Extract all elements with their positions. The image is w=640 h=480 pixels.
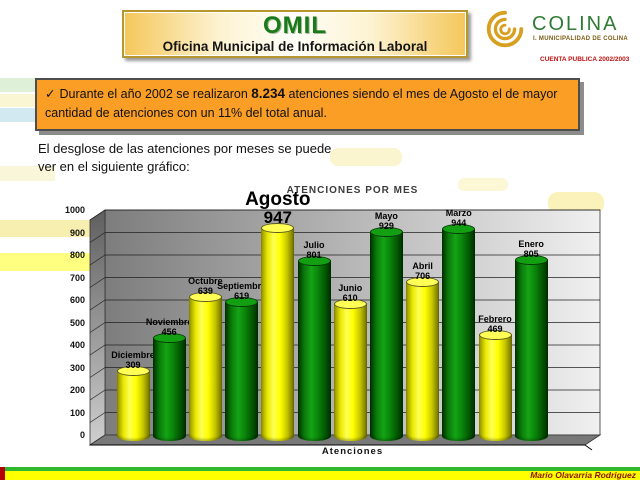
bar-top-ellipse: [369, 226, 403, 237]
footer-accent-red: [0, 467, 5, 480]
atenciones-chart: ATENCIONES POR MES 0 100 200 300 400 500 600 70…: [35, 183, 625, 460]
callout-text-before: Durante el año 2002 se realizaron: [59, 87, 252, 101]
bar-month-name: Diciembre: [111, 350, 155, 361]
bar-label-junio: Junio 610: [305, 283, 395, 303]
header-title-box: OMIL Oficina Municipal de Información La…: [122, 10, 468, 58]
author-credit: Mario Olavarria Rodriguez: [530, 470, 636, 480]
bar-month-name: Marzo: [445, 207, 472, 218]
bar-value: 944: [451, 217, 467, 228]
bar-noviembre: [152, 333, 186, 441]
y-tick-label: 200: [69, 385, 85, 395]
bar-value: 309: [125, 360, 141, 371]
bar-value: 639: [197, 286, 213, 297]
bar-label-octubre: Octubre 639: [160, 276, 250, 296]
bar-junio: [333, 298, 367, 441]
footer-stripe-yellow: [0, 471, 640, 480]
bar-label-agosto: Agosto 947: [203, 190, 353, 227]
swirl-logo-icon: [482, 6, 528, 52]
bar-abril: [406, 277, 440, 441]
bar-top-ellipse: [406, 277, 440, 288]
bar-label-mayo: Mayo 929: [341, 211, 431, 231]
bar-top-ellipse: [333, 298, 367, 309]
bar-month-name: Julio: [303, 239, 325, 250]
municipality-label: I. MUNICIPALIDAD DE COLINA: [533, 36, 629, 42]
x-axis-label: Atenciones: [321, 446, 384, 457]
bar-diciembre: [116, 366, 150, 441]
bar-month-name: Abril: [412, 261, 433, 272]
bar-top-ellipse: [297, 255, 331, 266]
bar-label-septiembre: Septiembre 619: [197, 281, 287, 301]
decoration-block: [0, 166, 55, 181]
bar-top-ellipse: [478, 330, 512, 341]
bar-label-noviembre: Noviembre 456: [124, 317, 214, 337]
y-tick-label: 600: [69, 295, 85, 305]
bar-label-julio: Julio 801: [269, 240, 359, 260]
colina-logo: COLINA I. MUNICIPALIDAD DE COLINA CUENTA…: [480, 4, 638, 68]
check-icon: ✓: [45, 87, 56, 101]
bar-value: 805: [523, 248, 539, 259]
y-tick-label: 900: [69, 227, 85, 238]
y-tick-label: 800: [69, 250, 85, 260]
bar-value: 706: [415, 271, 431, 282]
intro-paragraph: El desglose de las atenciones por meses …: [38, 141, 332, 175]
bar-top-ellipse: [514, 254, 548, 265]
bar-agosto: [261, 222, 295, 441]
decoration-block: [330, 148, 402, 166]
bar-febrero: [478, 330, 512, 441]
chart-title: ATENCIONES POR MES: [286, 185, 419, 196]
y-tick-label: 1000: [64, 205, 85, 215]
bar-label-febrero: Febrero 469: [450, 314, 540, 334]
bar-value: 947: [263, 207, 292, 227]
logo-wordmark: COLINA: [532, 13, 619, 35]
cuenta-publica-label: CUENTA PUBLICA 2002/2003: [540, 56, 630, 63]
summary-callout: ✓ Durante el año 2002 se realizaron 8.234…: [35, 78, 580, 131]
bar-top-ellipse: [152, 333, 186, 344]
y-tick-label: 400: [69, 340, 85, 350]
bar-top-ellipse: [442, 223, 476, 234]
footer-stripe-green: [0, 467, 640, 471]
bar-label-enero: Enero 805: [486, 239, 576, 259]
decoration-block: [0, 220, 100, 237]
page-title: OMIL: [263, 12, 327, 39]
bar-value: 610: [342, 292, 358, 303]
bar-value: 619: [234, 290, 250, 301]
bar-octubre: [188, 292, 222, 441]
bar-month-name: Mayo: [374, 210, 398, 221]
bar-julio: [297, 255, 331, 441]
bar-month-name: Noviembre: [145, 317, 193, 328]
y-tick-label: 100: [69, 407, 85, 418]
bar-marzo: [442, 223, 476, 441]
decoration-block: [458, 178, 508, 191]
callout-highlight-value: 8.234: [251, 86, 286, 101]
y-tick-label: 700: [69, 272, 85, 283]
bar-label-diciembre: Diciembre 309: [88, 350, 178, 370]
decoration-block: [0, 253, 108, 271]
bar-septiembre: [225, 296, 259, 441]
bar-value: 801: [306, 249, 322, 260]
y-tick-label: 300: [69, 362, 85, 373]
bar-month-name: Agosto: [245, 188, 311, 210]
bar-month-name: Octubre: [188, 276, 223, 287]
bar-top-ellipse: [225, 296, 259, 307]
bar-value: 469: [487, 324, 503, 335]
bar-month-name: Febrero: [478, 314, 512, 325]
bar-top-ellipse: [261, 222, 295, 233]
y-tick-label: 500: [69, 317, 85, 328]
decoration-block: [548, 192, 604, 214]
bar-month-name: Septiembre: [217, 280, 267, 291]
bar-mayo: [369, 226, 403, 441]
page-subtitle: Oficina Municipal de Información Laboral: [162, 39, 428, 54]
bar-top-ellipse: [188, 292, 222, 303]
bar-label-abril: Abril 706: [378, 261, 468, 281]
callout-text-after: atenciones siendo el mes de Agosto el de…: [45, 87, 558, 121]
bar-month-name: Enero: [518, 238, 544, 249]
bar-value: 456: [161, 327, 177, 338]
bar-month-name: Junio: [338, 282, 363, 293]
bar-top-ellipse: [116, 366, 150, 377]
bar-value: 929: [378, 220, 394, 231]
bar-enero: [514, 254, 548, 441]
bar-label-marzo: Marzo 944: [414, 208, 504, 228]
y-tick-label: 0: [79, 430, 85, 440]
